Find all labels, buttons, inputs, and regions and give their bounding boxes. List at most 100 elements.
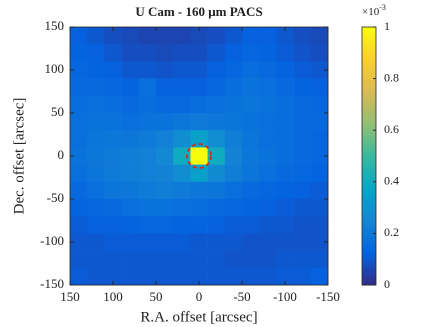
x-tick-label: 150: [60, 289, 80, 304]
heatmap-cell: [121, 164, 140, 183]
heatmap-cell: [293, 78, 312, 97]
heatmap-cell: [121, 27, 140, 45]
heatmap-cell: [207, 216, 226, 234]
colorbar-segment: [362, 143, 376, 149]
colorbar-segment: [362, 135, 376, 141]
colorbar-segment: [362, 184, 376, 189]
colorbar-segment: [362, 115, 376, 121]
heatmap-cell: [70, 181, 88, 200]
heatmap-cell: [138, 164, 157, 183]
heatmap-cell: [104, 27, 122, 45]
heatmap-cell: [87, 113, 105, 131]
y-tick-label: 50: [51, 104, 64, 119]
heatmap-cell: [104, 113, 122, 131]
heatmap-cell: [156, 181, 174, 200]
chart-title: U Cam - 160 μm PACS: [135, 4, 262, 19]
colorbar-segment: [362, 268, 376, 274]
colorbar-segment: [362, 123, 376, 129]
heatmap-cell: [259, 95, 277, 114]
heatmap-cell: [190, 181, 208, 200]
heatmap-cell: [259, 216, 277, 234]
colorbar-segment: [362, 272, 376, 278]
heatmap-cell: [242, 181, 260, 200]
colorbar-segment: [362, 172, 376, 177]
colorbar-segment: [362, 79, 376, 84]
heatmap-cell: [104, 147, 122, 165]
colorbar-segment: [362, 188, 376, 193]
colorbar-segment: [362, 47, 376, 52]
heatmap-cell: [207, 181, 226, 200]
colorbar-segment: [362, 99, 376, 105]
heatmap-cell: [276, 250, 294, 269]
heatmap-cell: [293, 199, 312, 217]
heatmap-cell: [104, 216, 122, 234]
colorbar-segment: [362, 111, 376, 117]
colorbar-segment: [362, 276, 376, 282]
heatmap-cell: [242, 250, 260, 269]
heatmap-cell: [276, 44, 294, 62]
heatmap-cell: [87, 233, 105, 251]
heatmap-cell: [293, 44, 312, 62]
heatmap-cell: [190, 61, 208, 79]
heatmap-cell: [190, 199, 208, 217]
colorbar-segment: [362, 216, 376, 221]
heatmap-cell: [156, 147, 174, 165]
colorbar-tick-label: 0.6: [384, 122, 399, 136]
heatmap-cell: [87, 250, 105, 269]
colorbar-segment: [362, 147, 376, 153]
heatmap-cell: [224, 199, 243, 217]
heatmap-cell: [121, 61, 140, 79]
heatmap-cell: [207, 78, 226, 97]
heatmap-cell: [190, 130, 208, 148]
x-axis-label: R.A. offset [arcsec]: [140, 309, 257, 325]
colorbar-segment: [362, 51, 376, 56]
heatmap-cell: [138, 250, 157, 269]
colorbar-segment: [362, 200, 376, 205]
colorbar-segment: [362, 87, 376, 92]
colorbar-segment: [362, 83, 376, 88]
heatmap-cell: [70, 164, 88, 183]
heatmap-cell: [207, 199, 226, 217]
heatmap-cell: [70, 95, 88, 114]
heatmap-cell: [224, 233, 243, 251]
colorbar-segment: [362, 248, 376, 254]
heatmap-cell: [87, 130, 105, 148]
colorbar-segment: [362, 75, 376, 80]
heatmap-cell: [276, 267, 294, 286]
heatmap-cell: [190, 95, 208, 114]
colorbar-segment: [362, 252, 376, 258]
colorbar-multiplier-text: ×10: [362, 6, 380, 18]
heatmap-cell: [156, 78, 174, 97]
heatmap-cell: [293, 95, 312, 114]
heatmap-cell: [259, 147, 277, 165]
heatmap-cell: [276, 130, 294, 148]
heatmap-cell: [104, 250, 122, 269]
heatmap-cell: [121, 216, 140, 234]
colorbar-segment: [362, 131, 376, 137]
heatmap-cell: [138, 113, 157, 131]
heatmap-cell: [259, 199, 277, 217]
colorbar-segment: [362, 176, 376, 181]
colorbar-segment: [362, 31, 376, 36]
heatmap-cell: [293, 216, 312, 234]
heatmap-cell: [121, 267, 140, 286]
heatmap-cell: [104, 199, 122, 217]
heatmap-cell: [242, 216, 260, 234]
heatmap-cell: [70, 113, 88, 131]
colorbar-segment: [362, 71, 376, 76]
x-tick-label: 0: [196, 289, 203, 304]
heatmap-cell: [293, 267, 312, 286]
heatmap-cell: [242, 113, 260, 131]
heatmap-cell: [104, 181, 122, 200]
heatmap-cell: [310, 78, 329, 97]
heatmap-cell: [310, 199, 329, 217]
heatmap-cell: [104, 267, 122, 286]
colorbar-segment: [362, 220, 376, 226]
heatmap-cell: [173, 130, 191, 148]
heatmap-cell: [173, 181, 191, 200]
y-tick-label: 150: [45, 18, 65, 33]
heatmap-cell: [173, 78, 191, 97]
heatmap-cell: [87, 199, 105, 217]
heatmap-cell: [104, 78, 122, 97]
